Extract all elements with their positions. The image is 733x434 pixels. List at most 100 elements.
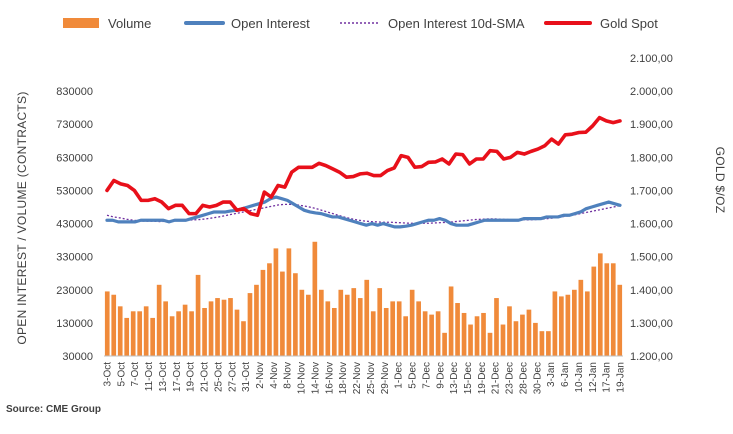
volume-bar <box>559 296 564 356</box>
volume-bar <box>176 311 181 356</box>
left-axis-title: OPEN INTEREST / VOLUME (CONTRACTS) <box>15 91 29 344</box>
volume-bar <box>260 269 266 356</box>
volume-bar <box>267 263 272 356</box>
x-tick-label: 3-Oct <box>103 362 114 387</box>
x-tick-label: 12-Jan <box>588 362 599 393</box>
volume-bar <box>591 266 597 356</box>
volume-bar <box>104 291 110 356</box>
volume-bar <box>208 301 214 356</box>
volume-bar <box>137 311 143 356</box>
volume-bar <box>481 312 486 356</box>
volume-bar <box>312 241 318 356</box>
volume-bar <box>195 274 201 356</box>
right-tick-label: 1.800,00 <box>630 152 673 164</box>
right-tick-label: 1.200,00 <box>630 351 673 363</box>
volume-bar <box>513 321 519 356</box>
left-tick-label: 30000 <box>62 351 93 363</box>
left-tick-label: 830000 <box>56 86 93 98</box>
volume-bar <box>520 314 525 356</box>
x-tick-label: 14-Nov <box>310 362 321 394</box>
x-tick-label: 6-Jan <box>560 362 571 387</box>
volume-bar <box>526 309 532 356</box>
right-tick-label: 1.500,00 <box>630 252 673 264</box>
volume-bar <box>325 301 331 356</box>
left-tick-label: 530000 <box>56 185 93 197</box>
volume-bar <box>234 309 240 356</box>
volume-bar <box>221 299 227 356</box>
volume-bar <box>396 301 402 356</box>
volume-bar <box>182 304 188 356</box>
volume-bar <box>429 314 434 356</box>
volume-bar <box>254 284 259 356</box>
volume-bar <box>364 279 370 356</box>
x-tick-label: 21-Oct <box>200 362 211 392</box>
volume-bar <box>169 316 175 356</box>
volume-bar <box>455 303 460 356</box>
x-axis-ticks: 3-Oct 5-Oct 7-Oct 11-Oct 13-Oct 17-Oct 19-Oct 2… <box>103 362 627 394</box>
volume-bar <box>578 279 584 356</box>
x-tick-label: 7-Dec <box>421 362 432 389</box>
x-tick-label: 10-Nov <box>297 362 308 394</box>
volume-bar <box>448 286 454 356</box>
gold-spot-line <box>105 115 622 218</box>
volume-bar <box>383 307 389 356</box>
volume-bar <box>150 317 155 356</box>
volume-bar <box>299 289 305 356</box>
volume-bar <box>500 324 506 356</box>
x-tick-label: 30-Dec <box>532 362 543 394</box>
volume-bar <box>546 331 551 356</box>
volume-bar <box>117 306 123 356</box>
volume-bar <box>494 298 499 356</box>
left-tick-label: 330000 <box>56 252 93 264</box>
volume-bar <box>552 291 558 356</box>
volume-bar <box>474 316 480 356</box>
volume-bar <box>403 316 408 356</box>
right-tick-label: 1.700,00 <box>630 185 673 197</box>
left-tick-label: 130000 <box>56 318 93 330</box>
right-tick-label: 2.000,00 <box>630 86 673 98</box>
volume-bar <box>111 294 117 356</box>
oi-sma-line <box>106 203 621 224</box>
volume-bar <box>273 248 279 356</box>
volume-bar <box>539 331 545 356</box>
volume-bar <box>435 311 441 356</box>
volume-bar <box>377 288 383 356</box>
volume-bar <box>422 311 428 356</box>
right-tick-label: 1.300,00 <box>630 318 673 330</box>
volume-bar <box>409 289 415 356</box>
x-tick-label: 8-Nov <box>283 362 294 389</box>
volume-bar <box>293 273 298 356</box>
volume-bar <box>338 289 344 356</box>
volume-bar <box>156 284 162 356</box>
volume-bar <box>351 288 357 356</box>
volume-bar <box>357 298 363 356</box>
legend-swatch-volume <box>63 18 99 28</box>
x-tick-label: 16-Nov <box>324 362 335 394</box>
x-tick-label: 28-Dec <box>518 362 529 394</box>
legend-label-volume: Volume <box>108 16 151 31</box>
volume-bar <box>228 298 233 356</box>
x-tick-label: 9-Dec <box>435 362 446 389</box>
volume-bar <box>124 317 130 356</box>
left-tick-label: 430000 <box>56 219 93 231</box>
right-tick-label: 1.600,00 <box>630 219 673 231</box>
open-interest-line <box>105 195 622 229</box>
volume-bar <box>584 291 590 356</box>
volume-bar <box>370 311 376 356</box>
volume-bar <box>610 263 616 356</box>
volume-bar <box>572 289 577 356</box>
volume-bars <box>104 241 623 356</box>
volume-bar <box>319 289 324 356</box>
x-tick-label: 25-Oct <box>213 362 224 392</box>
x-tick-label: 3-Jan <box>546 362 557 387</box>
volume-bar <box>215 298 220 356</box>
volume-bar <box>468 324 473 356</box>
volume-bar <box>487 332 493 356</box>
volume-bar <box>163 301 168 356</box>
volume-bar <box>241 321 246 356</box>
x-tick-label: 29-Nov <box>380 362 391 394</box>
left-axis-ticks: 30000 130000 230000 330000 430000 530000 63000… <box>56 86 93 363</box>
volume-bar <box>617 284 623 356</box>
volume-bar <box>143 306 149 356</box>
